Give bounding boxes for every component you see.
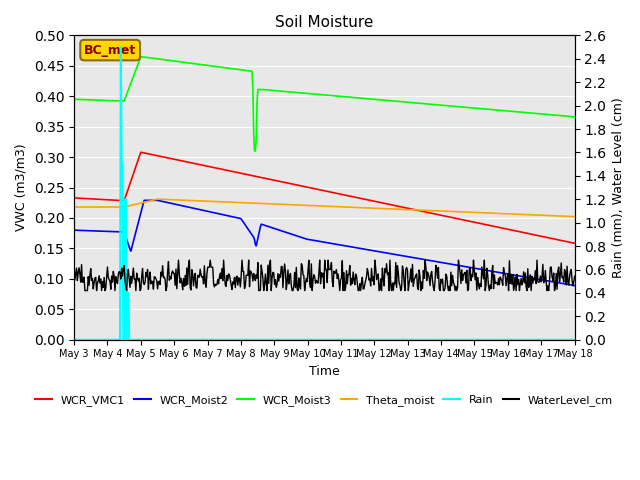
Rain <box>159 337 167 343</box>
Rain <box>70 337 78 343</box>
WCR_Moist2 <box>200 207 207 213</box>
Theta_moist <box>298 202 305 208</box>
WaterLevel_cm <box>298 262 306 268</box>
Theta_moist <box>448 209 456 215</box>
Rain <box>405 337 413 343</box>
WaterLevel_cm <box>200 263 208 269</box>
Theta_moist <box>571 214 579 219</box>
Line: WaterLevel_cm: WaterLevel_cm <box>74 260 575 290</box>
Line: Theta_moist: Theta_moist <box>74 199 575 216</box>
WCR_Moist2 <box>405 254 413 260</box>
WCR_Moist2 <box>140 197 148 203</box>
Rain <box>571 337 579 343</box>
Line: WCR_Moist2: WCR_Moist2 <box>74 200 575 286</box>
WCR_VMC1 <box>70 195 78 201</box>
WaterLevel_cm <box>70 273 78 278</box>
WCR_Moist3 <box>298 90 306 96</box>
WCR_Moist3 <box>571 114 579 120</box>
Rain <box>200 337 207 343</box>
Legend: WCR_VMC1, WCR_Moist2, WCR_Moist3, Theta_moist, Rain, WaterLevel_cm: WCR_VMC1, WCR_Moist2, WCR_Moist3, Theta_… <box>31 391 618 410</box>
WCR_Moist3 <box>449 103 456 109</box>
WCR_Moist2 <box>70 228 78 233</box>
WCR_VMC1 <box>159 154 167 160</box>
WCR_Moist3 <box>367 96 374 102</box>
WCR_VMC1 <box>137 149 145 155</box>
WCR_Moist3 <box>70 96 78 102</box>
Theta_moist <box>159 196 167 202</box>
WCR_VMC1 <box>298 183 305 189</box>
Text: BC_met: BC_met <box>84 44 136 57</box>
WCR_VMC1 <box>405 205 413 211</box>
Theta_moist <box>154 196 161 202</box>
X-axis label: Time: Time <box>309 365 340 378</box>
WaterLevel_cm <box>367 283 374 289</box>
Theta_moist <box>366 205 374 211</box>
Rain <box>448 337 456 343</box>
WCR_Moist3 <box>159 57 167 62</box>
Line: WCR_Moist3: WCR_Moist3 <box>74 57 575 151</box>
Rain <box>366 337 374 343</box>
WaterLevel_cm <box>449 273 456 278</box>
Theta_moist <box>200 198 207 204</box>
WaterLevel_cm <box>406 276 414 282</box>
WCR_Moist3 <box>406 99 414 105</box>
WaterLevel_cm <box>81 288 89 293</box>
Line: Rain: Rain <box>74 47 575 340</box>
WCR_VMC1 <box>571 240 579 246</box>
WCR_Moist3 <box>137 54 145 60</box>
Y-axis label: Rain (mm), Water Level (cm): Rain (mm), Water Level (cm) <box>612 97 625 278</box>
WaterLevel_cm <box>175 257 182 263</box>
WCR_VMC1 <box>366 197 374 203</box>
WCR_Moist2 <box>448 262 456 267</box>
WCR_VMC1 <box>448 215 456 220</box>
Theta_moist <box>70 204 78 210</box>
Title: Soil Moisture: Soil Moisture <box>275 15 374 30</box>
Y-axis label: VWC (m3/m3): VWC (m3/m3) <box>15 144 28 231</box>
WCR_Moist2 <box>159 199 167 204</box>
Rain <box>117 44 125 50</box>
WCR_Moist2 <box>366 247 374 253</box>
WCR_Moist3 <box>200 62 207 68</box>
WCR_Moist2 <box>298 234 305 240</box>
WCR_VMC1 <box>200 163 207 168</box>
Line: WCR_VMC1: WCR_VMC1 <box>74 152 575 243</box>
Rain <box>298 337 305 343</box>
Theta_moist <box>405 207 413 213</box>
WaterLevel_cm <box>159 275 167 280</box>
WCR_Moist2 <box>571 283 579 288</box>
WaterLevel_cm <box>571 273 579 279</box>
WCR_Moist3 <box>251 148 259 154</box>
